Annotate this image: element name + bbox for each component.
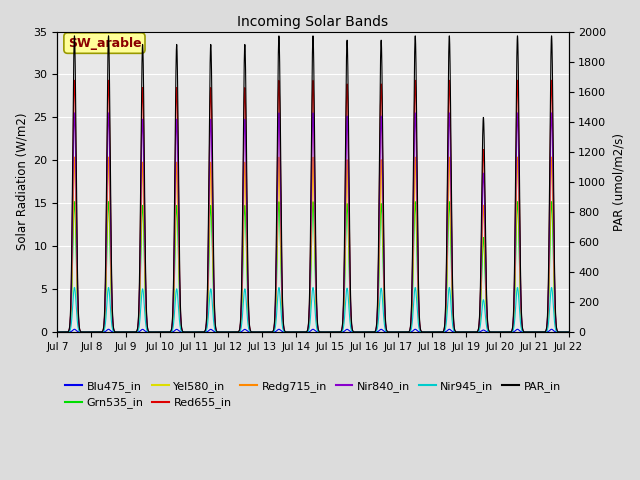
Blu475_in — [296, 329, 303, 335]
Yel580_in — [537, 329, 545, 335]
PAR_in — [227, 329, 235, 335]
Yel580_in — [564, 329, 572, 335]
Nir945_in — [296, 329, 303, 335]
Nir945_in — [428, 329, 435, 335]
Nir945_in — [537, 329, 545, 335]
Nir945_in — [564, 329, 572, 335]
Line: PAR_in: PAR_in — [58, 36, 568, 332]
Nir840_in — [227, 329, 235, 335]
Yel580_in — [428, 329, 435, 335]
Title: Incoming Solar Bands: Incoming Solar Bands — [237, 15, 388, 29]
Nir840_in — [428, 329, 435, 335]
PAR_in — [564, 329, 572, 335]
Yel580_in — [70, 155, 78, 160]
Yel580_in — [54, 329, 61, 335]
Nir945_in — [227, 329, 235, 335]
Grn535_in — [564, 329, 572, 335]
Redg715_in — [428, 329, 435, 335]
Nir840_in — [543, 321, 551, 327]
Redg715_in — [442, 314, 449, 320]
Blu475_in — [70, 326, 78, 332]
Nir840_in — [296, 329, 303, 335]
PAR_in — [442, 304, 449, 310]
Y-axis label: Solar Radiation (W/m2): Solar Radiation (W/m2) — [15, 113, 28, 251]
Yel580_in — [543, 323, 551, 329]
Line: Blu475_in: Blu475_in — [58, 329, 568, 332]
Blu475_in — [442, 329, 449, 335]
Nir840_in — [442, 311, 449, 316]
Red655_in — [428, 329, 435, 335]
Line: Redg715_in: Redg715_in — [58, 157, 568, 332]
Red655_in — [227, 329, 235, 335]
Redg715_in — [70, 155, 78, 160]
Nir840_in — [537, 329, 545, 335]
Red655_in — [296, 329, 303, 335]
Text: SW_arable: SW_arable — [68, 36, 141, 49]
Red655_in — [70, 77, 78, 83]
Blu475_in — [543, 329, 551, 335]
Nir945_in — [442, 325, 449, 331]
Yel580_in — [227, 329, 235, 335]
Blu475_in — [227, 329, 235, 335]
Grn535_in — [442, 318, 449, 324]
PAR_in — [537, 329, 545, 335]
Red655_in — [564, 329, 572, 335]
Redg715_in — [537, 329, 545, 335]
Red655_in — [543, 320, 551, 326]
Red655_in — [54, 329, 61, 335]
Blu475_in — [564, 329, 572, 335]
Redg715_in — [564, 329, 572, 335]
Grn535_in — [227, 329, 235, 335]
Nir945_in — [54, 329, 61, 335]
Grn535_in — [428, 329, 435, 335]
Grn535_in — [543, 324, 551, 330]
Blu475_in — [54, 329, 61, 335]
Nir945_in — [543, 327, 551, 333]
Blu475_in — [537, 329, 545, 335]
Line: Grn535_in: Grn535_in — [58, 202, 568, 332]
Redg715_in — [54, 329, 61, 335]
Yel580_in — [442, 314, 449, 320]
Grn535_in — [296, 329, 303, 335]
Grn535_in — [54, 329, 61, 335]
Blu475_in — [428, 329, 435, 335]
Redg715_in — [543, 323, 551, 329]
PAR_in — [296, 329, 303, 335]
PAR_in — [70, 33, 78, 39]
Nir840_in — [564, 329, 572, 335]
Nir840_in — [54, 329, 61, 335]
Redg715_in — [227, 329, 235, 335]
PAR_in — [543, 319, 551, 324]
Grn535_in — [537, 329, 545, 335]
Line: Yel580_in: Yel580_in — [58, 157, 568, 332]
Line: Nir840_in: Nir840_in — [58, 113, 568, 332]
Line: Red655_in: Red655_in — [58, 80, 568, 332]
PAR_in — [54, 329, 61, 335]
Line: Nir945_in: Nir945_in — [58, 288, 568, 332]
Nir840_in — [70, 110, 78, 116]
Nir945_in — [70, 285, 78, 290]
Y-axis label: PAR (umol/m2/s): PAR (umol/m2/s) — [612, 133, 625, 231]
Grn535_in — [70, 199, 78, 204]
Yel580_in — [296, 329, 303, 335]
Red655_in — [442, 308, 449, 313]
PAR_in — [428, 329, 435, 335]
Redg715_in — [296, 329, 303, 335]
Red655_in — [537, 329, 545, 335]
Legend: Blu475_in, Grn535_in, Yel580_in, Red655_in, Redg715_in, Nir840_in, Nir945_in, PA: Blu475_in, Grn535_in, Yel580_in, Red655_… — [61, 376, 565, 413]
